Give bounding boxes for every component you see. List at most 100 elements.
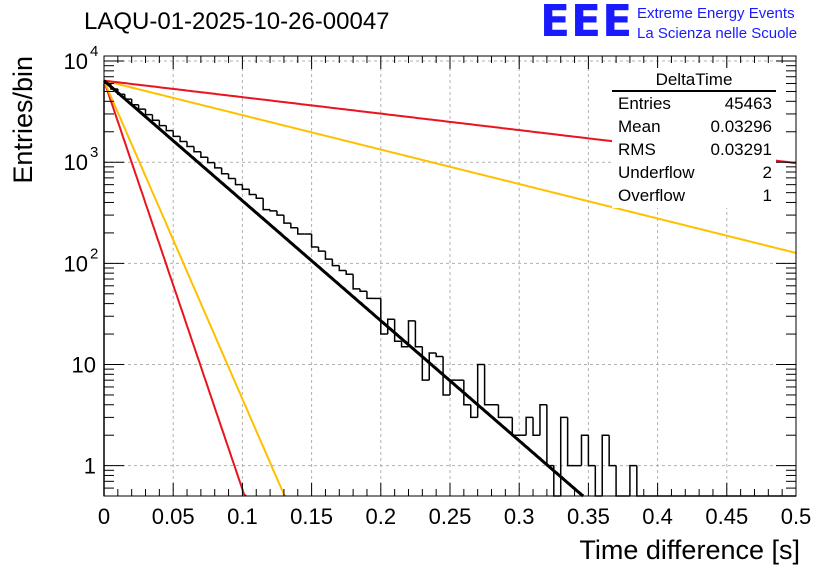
histogram-bin [615, 465, 623, 497]
histogram-bin [511, 417, 520, 436]
stat-label: Underflow [618, 163, 695, 182]
histogram-bin [262, 198, 271, 211]
x-tick-label: 0.2 [366, 504, 397, 529]
histogram-bin [283, 215, 291, 224]
histogram-bin [103, 83, 111, 496]
stat-value: 2 [762, 163, 772, 182]
histogram-bin [359, 288, 367, 292]
axis-ticks [103, 56, 797, 496]
stat-label: Entries [618, 94, 671, 113]
curve-fit [103, 79, 585, 498]
histogram-bin [248, 189, 257, 196]
x-tick-label: 0.05 [152, 504, 195, 529]
curve-orange-slow [103, 79, 797, 254]
histogram-bin [352, 274, 361, 290]
histogram-bin [629, 464, 637, 496]
stats-divider [612, 90, 776, 92]
histogram-bin [636, 465, 644, 497]
chart-title: LAQU-01-2025-10-26-00047 [84, 8, 390, 35]
x-tick-label: 0.5 [781, 504, 812, 529]
histogram-bin [442, 356, 450, 396]
stat-label: Overflow [618, 186, 686, 205]
y-tick-exponent: 2 [90, 245, 98, 262]
stats-box: DeltaTime Entries 45463 Mean 0.03296 RMS… [612, 68, 776, 208]
histogram-bin [317, 247, 326, 252]
y-axis-label: Entries/bin [8, 56, 38, 184]
logo-line-2: La Scienza nelle Scuole [637, 25, 798, 42]
x-tick-label: 0.35 [567, 504, 610, 529]
histogram-bin [200, 151, 208, 158]
y-tick-exponent: 4 [90, 43, 98, 60]
histogram-bin [366, 291, 374, 300]
histogram-bin [193, 146, 201, 153]
histogram-bin [179, 136, 188, 143]
histogram-bin [483, 364, 492, 406]
histogram-bin [497, 404, 506, 419]
x-tick-label: 0 [98, 504, 110, 529]
histogram-bin [414, 320, 423, 348]
x-tick-labels: 0 0.05 0.1 0.15 0.2 0.25 0.3 0.35 0.4 0.45 0.5 [98, 504, 811, 529]
histogram-bin [608, 435, 617, 467]
histogram-bin [220, 167, 229, 175]
stat-value: 0.03296 [710, 117, 772, 136]
histogram-bin [580, 434, 589, 466]
histogram-bin [158, 120, 167, 127]
histogram-bin [227, 173, 236, 180]
histogram-bin [601, 434, 610, 496]
histogram-bin [165, 125, 174, 132]
x-tick-label: 0.25 [429, 504, 472, 529]
x-tick-label: 0.45 [705, 504, 748, 529]
histogram-bin [380, 298, 388, 335]
histogram-bin [310, 234, 319, 248]
stat-value: 45463 [724, 94, 772, 113]
histogram-bin [428, 352, 437, 381]
y-tick-exponent: 3 [90, 144, 98, 161]
y-tick-label: 10 [64, 251, 88, 276]
histogram-bin [255, 194, 264, 200]
histogram-bin [594, 465, 603, 497]
histogram-bin [186, 141, 194, 148]
histogram-bin [566, 417, 575, 467]
y-tick-label: 10 [64, 150, 88, 175]
y-tick-label: 10 [64, 49, 88, 74]
stat-value: 0.03291 [710, 140, 772, 159]
x-tick-label: 0.3 [504, 504, 535, 529]
histogram-bin [207, 157, 215, 164]
histogram-bin [234, 178, 243, 186]
x-tick-label: 0.4 [642, 504, 673, 529]
histogram-bin [532, 417, 540, 436]
stat-label: RMS [618, 140, 656, 159]
histogram-bin [393, 319, 402, 342]
histogram-bin [435, 352, 444, 358]
y-tick-label: 10 [72, 353, 96, 378]
histogram-bin [151, 114, 160, 121]
stat-label: Mean [618, 117, 661, 136]
histogram-bin [559, 416, 568, 496]
histogram-bin [297, 227, 305, 235]
histogram-bin [241, 184, 250, 191]
histogram-bin [290, 223, 298, 229]
histogram-bin [172, 130, 181, 138]
histogram-bin [476, 363, 485, 418]
curve-orange-steep [103, 80, 287, 497]
histogram-bin [470, 404, 478, 419]
histogram-bin [463, 380, 471, 406]
x-tick-label: 0.1 [227, 504, 258, 529]
stat-value: 1 [762, 186, 772, 205]
histogram-bin [324, 251, 333, 260]
histogram-bin [539, 404, 547, 436]
logo-line-1: Extreme Energy Events [637, 5, 795, 22]
histogram-bin [345, 270, 354, 276]
histogram-bin [546, 404, 554, 467]
histogram-bin [269, 209, 277, 212]
histogram-bin [386, 318, 395, 335]
histogram-bin [213, 162, 222, 169]
y-tick-label: 1 [84, 454, 96, 479]
stats-title: DeltaTime [655, 70, 733, 89]
curve-red-steep [103, 80, 247, 497]
histogram-bin [400, 341, 409, 348]
histogram-bin [525, 416, 534, 436]
histogram-bin [276, 210, 284, 216]
